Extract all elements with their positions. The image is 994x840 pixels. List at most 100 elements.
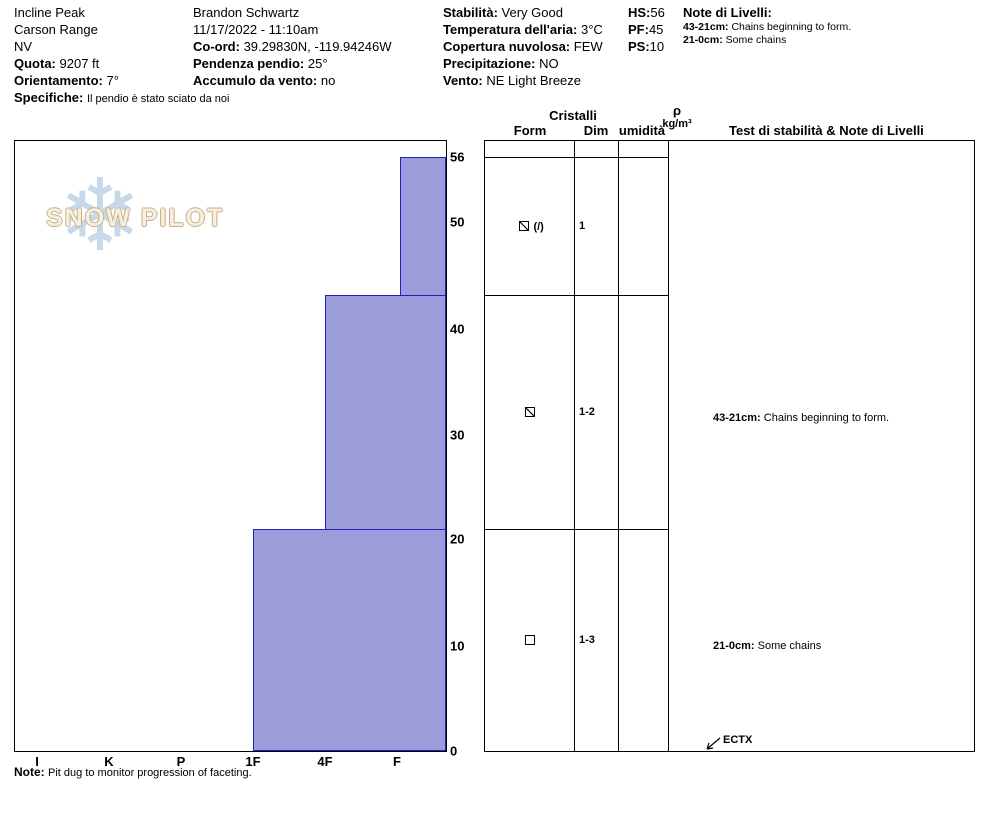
layer-note-row3: 21-0cm: Some chains (713, 640, 821, 652)
grain-size-row3: 1-3 (579, 634, 595, 646)
precip-line: Precipitazione: NO (443, 55, 603, 72)
sky-value: FEW (573, 39, 603, 54)
table-header-tests: Test di stabilità & Note di Livelli (729, 123, 924, 138)
layer-bar-21-0-1F (253, 529, 446, 751)
x-tick-I: I (35, 754, 39, 769)
y-tick-10: 10 (450, 638, 465, 654)
grain-form-row2 (525, 403, 535, 421)
table-header-rho-unit: kg/m³ (662, 118, 692, 130)
pf-value: 45 (648, 22, 664, 37)
site-notes-label: Specifiche: (14, 90, 84, 105)
ect-arrow-icon (706, 737, 721, 750)
pf-line: PF:45 (628, 21, 665, 38)
stability-line: Stabilità: Very Good (443, 4, 603, 21)
ect-result: ECTX (723, 734, 753, 746)
layer-line-56cm (485, 157, 668, 158)
layer-notes-title: Note di Livelli: (683, 5, 772, 20)
layer-bar-43-21-4F (325, 295, 446, 530)
wind-loading-value: no (320, 73, 336, 88)
y-tick-0: 0 (450, 743, 458, 759)
layer-note-2-text: Some chains (725, 34, 787, 46)
site-notes-line: Specifiche: Il pendio è stato sciato da … (14, 89, 229, 108)
layer-line-21cm (485, 529, 668, 530)
aspect-label: Orientamento: (14, 73, 103, 88)
layer-bar-56-43-F (400, 157, 446, 296)
layer-note-1: 43-21cm: Chains beginning to form. (683, 21, 851, 34)
grain-form-rounding-faceted-icon (525, 406, 535, 417)
layer-note-row3-text: Some chains (757, 640, 822, 652)
air-temp-value: 3°C (580, 22, 603, 37)
table-header-rho: ρ (672, 103, 682, 118)
grain-form-row1-secondary: (/) (533, 221, 544, 233)
snowflake-icon: ❄ (58, 160, 142, 272)
observer-name: Brandon Schwartz (193, 5, 300, 20)
coord-line: Co-ord: 39.29830N, -119.94246W (193, 38, 391, 55)
dim-humidity-separator (618, 141, 619, 751)
mountain-range: Carson Range (14, 22, 98, 37)
stability-label: Stabilità: (443, 5, 498, 20)
observation-datetime: 11/17/2022 - 11:10am (193, 22, 319, 37)
sky-label: Copertura nuvolosa: (443, 39, 571, 54)
x-tick-K: K (104, 754, 114, 769)
layer-note-2: 21-0cm: Some chains (683, 34, 851, 47)
watermark-text: SNOW PILOT (46, 204, 225, 232)
table-header-form: Form (513, 123, 547, 138)
x-tick-P: P (176, 754, 186, 769)
ps-line: PS:10 (628, 38, 665, 55)
layer-note-row2-text: Chains beginning to form. (763, 412, 890, 424)
elevation-value: 9207 ft (59, 56, 100, 71)
grain-table: (/) 1 1-2 43-21cm: Chains beginning to f… (484, 140, 975, 752)
state: NV (14, 39, 33, 54)
grain-size-row1: 1 (579, 220, 586, 232)
elevation-line: Quota: 9207 ft (14, 55, 229, 72)
header-conditions: Stabilità: Very Good Temperatura dell'ar… (443, 4, 603, 89)
sky-line: Copertura nuvolosa: FEW (443, 38, 603, 55)
header-depths: HS:56 PF:45 PS:10 (628, 4, 665, 55)
y-tick-56: 56 (450, 149, 465, 165)
y-tick-30: 30 (450, 427, 465, 443)
layer-note-1-label: 43-21cm: (683, 21, 729, 33)
layer-note-row3-label: 21-0cm: (713, 640, 755, 652)
header-observer: Brandon Schwartz 11/17/2022 - 11:10am Co… (193, 4, 391, 89)
table-header-humidity: umidità (618, 123, 666, 138)
pit-note-text: Pit dug to monitor progression of faceti… (48, 767, 252, 779)
slope-value: 25° (307, 56, 328, 71)
header-location: Incline Peak Carson Range NV Quota: 9207… (14, 4, 229, 108)
wind-loading-label: Accumulo da vento: (193, 73, 318, 88)
precip-label: Precipitazione: (443, 56, 536, 71)
slope-line: Pendenza pendio: 25° (193, 55, 391, 72)
x-tick-4F: 4F (317, 754, 333, 769)
elevation-label: Quota: (14, 56, 56, 71)
form-dim-separator (574, 141, 575, 751)
wind-loading-line: Accumulo da vento: no (193, 72, 391, 89)
hs-value: 56 (650, 5, 665, 20)
layer-note-2-label: 21-0cm: (683, 34, 723, 46)
y-tick-20: 20 (450, 531, 465, 547)
grain-form-faceted-icon (525, 634, 535, 645)
layer-line-43cm (485, 295, 668, 296)
x-tick-F: F (393, 754, 401, 769)
hs-line: HS:56 (628, 4, 665, 21)
table-header-cristalli: Cristalli (549, 108, 597, 123)
layer-note-row2: 43-21cm: Chains beginning to form. (713, 412, 889, 424)
precip-value: NO (539, 56, 559, 71)
grain-form-rounding-faceted-icon (519, 220, 529, 231)
humidity-rho-separator (668, 141, 669, 751)
ps-value: 10 (649, 39, 665, 54)
pit-note: Note: Pit dug to monitor progression of … (14, 765, 252, 779)
pf-label: PF: (628, 22, 649, 37)
header-layer-notes: Note di Livelli: 43-21cm: Chains beginni… (683, 4, 851, 47)
aspect-line: Orientamento: 7° (14, 72, 229, 89)
grain-form-row3 (525, 631, 535, 649)
coord-label: Co-ord: (193, 39, 240, 54)
hs-label: HS: (628, 5, 651, 20)
site-notes-value: Il pendio è stato sciato da noi (86, 93, 230, 105)
wind-label: Vento: (443, 73, 483, 88)
site-name: Incline Peak (14, 5, 85, 20)
layer-note-row2-label: 43-21cm: (713, 412, 761, 424)
y-tick-50: 50 (450, 214, 465, 230)
hardness-profile-chart (14, 140, 447, 752)
layer-note-1-text: Chains beginning to form. (731, 21, 852, 33)
stability-value: Very Good (501, 5, 563, 20)
